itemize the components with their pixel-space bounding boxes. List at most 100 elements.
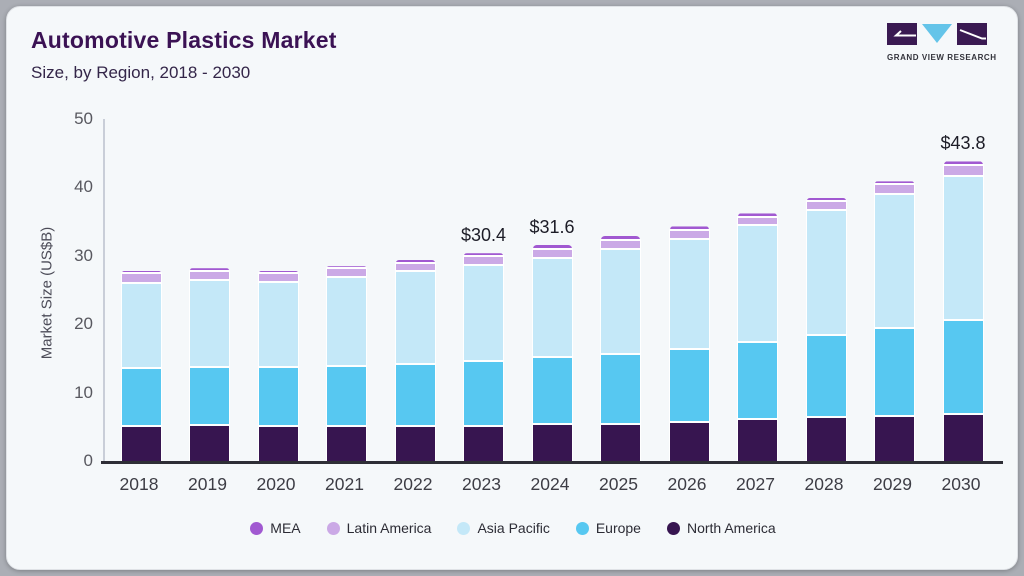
bar-segment-north-america[interactable] [257, 427, 299, 461]
legend: MEA Latin America Asia Pacific Europe North … [7, 517, 1019, 539]
bar-segment-north-america[interactable] [874, 416, 915, 461]
legend-swatch [326, 521, 340, 535]
legend-swatch [250, 521, 264, 535]
bar-segment-latin-america[interactable] [600, 240, 641, 251]
bar-segment-latin-america[interactable] [257, 274, 299, 284]
bar-segment-north-america[interactable] [120, 426, 162, 461]
bar-segment-asia-pacific[interactable] [942, 177, 984, 322]
bar-segment-latin-america[interactable] [668, 230, 710, 241]
bar-segment-latin-america[interactable] [120, 274, 162, 284]
bar-segment-mea[interactable] [805, 197, 847, 202]
bar-segment-latin-america[interactable] [394, 264, 436, 273]
x-axis-label: 2027 [736, 474, 775, 494]
bar-segment-asia-pacific[interactable] [737, 226, 778, 344]
y-tick-label: 40 [74, 177, 93, 197]
bar-segment-mea[interactable] [394, 259, 436, 265]
bar-segment-europe[interactable] [257, 367, 299, 428]
x-axis-label: 2021 [325, 474, 364, 494]
bar-segment-mea[interactable] [874, 181, 915, 186]
bar-segment-europe[interactable] [737, 343, 778, 420]
x-axis-label: 2020 [256, 474, 296, 494]
bar-segment-north-america[interactable] [668, 422, 710, 461]
x-axis-label: 2024 [530, 474, 570, 494]
bar-segment-europe[interactable] [120, 368, 162, 427]
bar-segment-north-america[interactable] [942, 415, 984, 461]
bar-segment-asia-pacific[interactable] [668, 240, 710, 351]
bar-segment-north-america[interactable] [600, 424, 641, 461]
bar-segment-europe[interactable] [942, 321, 984, 416]
bar-segment-asia-pacific[interactable] [189, 281, 230, 368]
bar-segment-north-america[interactable] [394, 427, 436, 461]
bar-segment-asia-pacific[interactable] [531, 259, 573, 359]
x-axis-label: 2030 [941, 474, 981, 494]
bar-segment-north-america[interactable] [805, 417, 847, 461]
legend-item-asia-pacific[interactable]: Asia Pacific [457, 520, 550, 536]
legend-item-north-america[interactable]: North America [666, 520, 776, 536]
x-axis-label: 2019 [188, 474, 227, 494]
legend-label: Europe [595, 520, 641, 536]
legend-label: Latin America [346, 520, 432, 536]
y-tick-label: 10 [74, 382, 93, 402]
bar-segment-mea[interactable] [326, 266, 367, 270]
gvr-logo-icon [887, 23, 987, 45]
bar-segment-europe[interactable] [531, 358, 573, 426]
bar-segment-asia-pacific[interactable] [326, 278, 367, 367]
bar-value-label: $43.8 [940, 133, 986, 154]
chart-card: Automotive Plastics Market Size, by Regi… [6, 6, 1018, 570]
page-title: Automotive Plastics Market [31, 27, 337, 53]
bar-segment-asia-pacific[interactable] [257, 283, 299, 368]
bar-segment-latin-america[interactable] [874, 185, 915, 195]
bar-segment-europe[interactable] [600, 354, 641, 425]
bar-segment-asia-pacific[interactable] [874, 194, 915, 329]
x-axis-label: 2025 [599, 474, 638, 494]
bar-segment-europe[interactable] [805, 335, 847, 418]
bar-segment-asia-pacific[interactable] [805, 211, 847, 336]
bar-segment-asia-pacific[interactable] [394, 272, 436, 365]
bar-segment-latin-america[interactable] [463, 257, 504, 267]
bar-segment-mea[interactable] [600, 235, 641, 241]
bar-segment-mea[interactable] [531, 244, 573, 250]
bar-segment-asia-pacific[interactable] [463, 266, 504, 362]
gvr-logo: GRAND VIEW RESEARCH [887, 23, 996, 62]
x-axis-label: 2028 [804, 474, 844, 494]
bar-segment-europe[interactable] [874, 329, 915, 417]
bar-segment-mea[interactable] [120, 270, 162, 275]
bar-segment-latin-america[interactable] [942, 166, 984, 178]
bar-segment-north-america[interactable] [531, 425, 573, 461]
bar-segment-mea[interactable] [942, 161, 984, 167]
bar-segment-north-america[interactable] [463, 426, 504, 461]
legend-label: Asia Pacific [477, 520, 550, 536]
legend-item-latin-america[interactable]: Latin America [326, 520, 432, 536]
bar-segment-asia-pacific[interactable] [120, 283, 162, 369]
bar-segment-mea[interactable] [463, 253, 504, 258]
x-axis-line [101, 461, 1003, 464]
legend-item-mea[interactable]: MEA [250, 520, 301, 536]
bar-segment-europe[interactable] [668, 350, 710, 423]
y-tick-label: 0 [83, 451, 93, 470]
y-tick-label: 50 [74, 109, 93, 128]
legend-item-europe[interactable]: Europe [575, 520, 641, 536]
bar-segment-mea[interactable] [737, 213, 778, 218]
bar-segment-latin-america[interactable] [805, 201, 847, 212]
bar-segment-asia-pacific[interactable] [600, 250, 641, 355]
bar-segment-latin-america[interactable] [326, 269, 367, 279]
bar-value-label: $30.4 [460, 225, 507, 246]
bar-segment-europe[interactable] [189, 368, 230, 427]
plot-area: $30.4 $31.6 $43.8 [103, 119, 1003, 461]
x-axis-label: 2026 [667, 474, 707, 494]
bar-segment-europe[interactable] [326, 366, 367, 427]
bar-segment-latin-america[interactable] [737, 217, 778, 227]
legend-label: MEA [270, 520, 301, 536]
bar-segment-latin-america[interactable] [531, 249, 573, 260]
bar-segment-europe[interactable] [463, 361, 504, 427]
bar-segment-mea[interactable] [257, 270, 299, 275]
bar-segment-north-america[interactable] [326, 426, 367, 461]
bar-segment-mea[interactable] [189, 268, 230, 272]
bar-segment-mea[interactable] [668, 226, 710, 231]
bar-segment-north-america[interactable] [189, 426, 230, 461]
bar-segment-north-america[interactable] [737, 419, 778, 461]
bar-segment-europe[interactable] [394, 364, 436, 428]
y-tick-label: 30 [74, 245, 93, 265]
bar-segment-latin-america[interactable] [189, 271, 230, 282]
